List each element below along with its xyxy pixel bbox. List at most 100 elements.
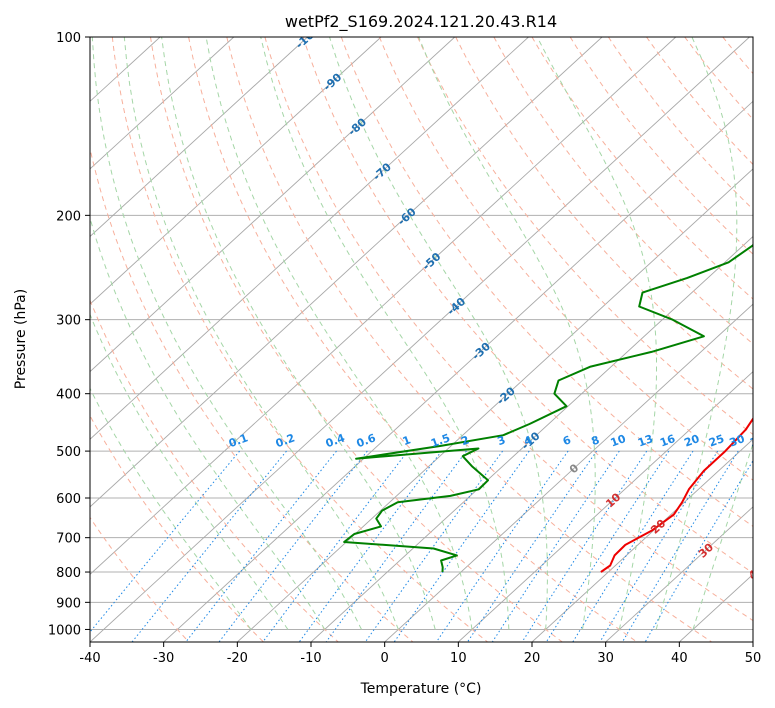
dry-adiabat-line [226,37,712,642]
dry-adiabat-line [722,37,753,75]
mixing-ratio-label: 8 [590,433,602,448]
temperature-profile-line [600,416,753,573]
mixing-ratio-line [545,450,670,642]
isotherm-line [90,37,456,373]
isotherm-line [90,37,750,642]
y-tick-label: 200 [56,209,81,224]
mixing-ratio-line [218,450,368,642]
isotherm-line [605,506,753,642]
moist-adiabat-line [90,387,252,630]
dry-adiabat-line [150,37,563,642]
x-tick-label: 30 [597,651,614,666]
mixing-ratio-line [131,450,287,642]
moist-adiabat-line [91,37,362,630]
isotherm-line [236,168,753,642]
chart-title: wetPf2_S169.2024.121.20.43.R14 [285,12,557,32]
mixing-ratio-label: 36 [748,432,767,450]
isotherm-line [457,371,753,642]
dry-adiabat-line [90,516,190,642]
x-tick-label: 10 [450,651,467,666]
x-tick-label: 40 [671,651,688,666]
mixing-ratio-line [644,459,753,642]
mixing-ratio-label: 13 [636,432,655,449]
isotherm-line [0,37,13,642]
mixing-ratio-label: 4 [522,433,534,448]
isotherm-line [90,37,382,305]
y-tick-label: 500 [56,445,81,460]
background-lines [0,37,775,642]
y-tick-label: 600 [56,492,81,507]
dry-adiabat-line [531,37,753,300]
moist-adiabat-line [161,37,436,630]
x-tick-label: -30 [153,651,174,666]
mixing-ratio-line [491,450,620,642]
mixing-ratio-label: 2 [459,433,471,448]
moist-adiabat-line [90,313,289,630]
x-tick-label: 0 [381,651,389,666]
y-tick-label: 700 [56,532,81,547]
isotherm-line [163,100,753,642]
isotherm-label: 40 [746,562,766,582]
mixing-ratio-line [521,450,648,642]
dry-adiabat-line [111,37,488,642]
mixing-ratio-label: 1 [401,433,413,448]
x-tick-label: -20 [227,651,248,666]
mixing-ratio-label: 0.6 [355,431,378,450]
isotherm-line [752,641,753,642]
dry-adiabat-line [90,414,264,642]
dry-adiabat-line [761,37,775,642]
isotherm-line [90,37,677,576]
moist-adiabat-line [418,37,596,630]
mixing-ratio-line [435,450,569,642]
dry-adiabat-line [90,299,339,642]
y-tick-label: 400 [56,388,81,403]
dry-adiabat-line [646,37,753,166]
dry-adiabat-line [188,37,638,642]
axis-ticks: -40 -30 -20 -10 0 10 20 30 40 5010020030040050060… [48,31,761,666]
isotherm-line [90,37,529,440]
x-tick-label: -40 [79,651,100,666]
isotherm-line [384,303,753,642]
isotherm-line [90,37,308,238]
dry-adiabat-line [417,37,753,436]
dewpoint-profile-line [343,243,753,573]
mixing-ratio-label: 0.1 [227,431,250,450]
dry-adiabat-line [569,37,753,255]
y-tick-label: 1000 [48,623,81,638]
moist-adiabat-line [260,37,510,630]
dry-adiabat-line [340,37,753,527]
mixing-ratio-line [599,450,719,642]
dry-adiabat-line [378,37,753,481]
mixing-ratio-line [262,450,409,642]
y-tick-label: 100 [56,31,81,46]
x-axis-label: Temperature (°C) [360,681,482,697]
y-tick-label: 900 [56,596,81,611]
plot-frame [89,36,754,643]
mixing-ratio-line [572,450,694,642]
y-tick-label: 800 [56,566,81,581]
moist-adiabat-line [90,216,326,630]
dry-adiabat-line [90,146,414,642]
mixing-ratio-label: 3 [496,433,508,448]
mixing-ratio-label: 10 [609,432,628,450]
isotherm-line [531,438,753,642]
mixing-ratio-line [467,450,598,642]
mixing-ratio-label: 6 [561,433,573,448]
mixing-ratio-label: 25 [707,432,726,449]
isotherm-line [90,37,235,170]
isotherm-line [90,37,603,508]
profile-lines [343,243,753,573]
mixing-ratio-label: 16 [658,432,677,450]
mixing-ratio-label: 0.4 [324,431,347,450]
y-tick-label: 300 [56,314,81,329]
mixing-ratio-label: 0.2 [274,431,297,450]
mixing-ratio-label: 20 [682,432,701,450]
mixing-ratio-label: 30 [728,432,747,450]
x-tick-label: -10 [300,651,321,666]
moist-adiabat-line [123,37,399,630]
dry-adiabat-line [302,37,753,574]
moist-adiabat-line [205,37,473,630]
x-tick-label: 50 [745,651,762,666]
moist-adiabat-line [329,37,548,630]
